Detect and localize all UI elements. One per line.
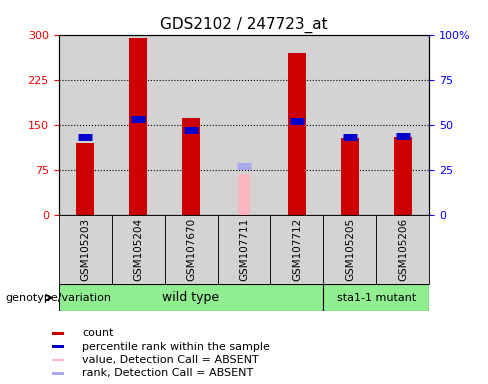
Title: GDS2102 / 247723_at: GDS2102 / 247723_at [160, 17, 328, 33]
Bar [52, 359, 64, 361]
Text: sta1-1 mutant: sta1-1 mutant [337, 293, 416, 303]
Bar [52, 372, 64, 375]
Bar [59, 35, 112, 215]
Text: GSM107711: GSM107711 [239, 218, 249, 281]
Bar [218, 35, 270, 215]
Bar [270, 215, 324, 284]
Bar [324, 215, 376, 284]
Text: GSM105204: GSM105204 [133, 218, 143, 281]
Text: GSM107712: GSM107712 [292, 218, 302, 281]
Bar [239, 174, 249, 215]
Bar [52, 332, 64, 334]
Text: genotype/variation: genotype/variation [5, 293, 111, 303]
Bar [129, 38, 147, 215]
Text: GSM105205: GSM105205 [345, 218, 355, 281]
Bar [376, 35, 429, 215]
Bar [341, 138, 359, 215]
Text: rank, Detection Call = ABSENT: rank, Detection Call = ABSENT [82, 368, 253, 379]
Bar [59, 284, 324, 311]
Text: GSM105203: GSM105203 [80, 218, 90, 281]
Text: value, Detection Call = ABSENT: value, Detection Call = ABSENT [82, 355, 259, 365]
Text: count: count [82, 328, 114, 338]
Bar [164, 35, 218, 215]
Bar [59, 215, 112, 284]
Bar [376, 215, 429, 284]
Text: GSM105206: GSM105206 [398, 218, 408, 281]
Bar [324, 284, 429, 311]
Text: GSM107670: GSM107670 [186, 218, 196, 281]
Bar [324, 35, 376, 215]
Bar [164, 215, 218, 284]
Bar [394, 137, 412, 215]
Bar [52, 345, 64, 348]
Bar [270, 35, 324, 215]
Bar [112, 215, 164, 284]
Bar [112, 35, 164, 215]
Bar [182, 118, 200, 215]
Text: percentile rank within the sample: percentile rank within the sample [82, 341, 270, 352]
Bar [76, 143, 94, 215]
Bar [288, 53, 306, 215]
Bar [218, 215, 270, 284]
Text: wild type: wild type [163, 291, 220, 304]
